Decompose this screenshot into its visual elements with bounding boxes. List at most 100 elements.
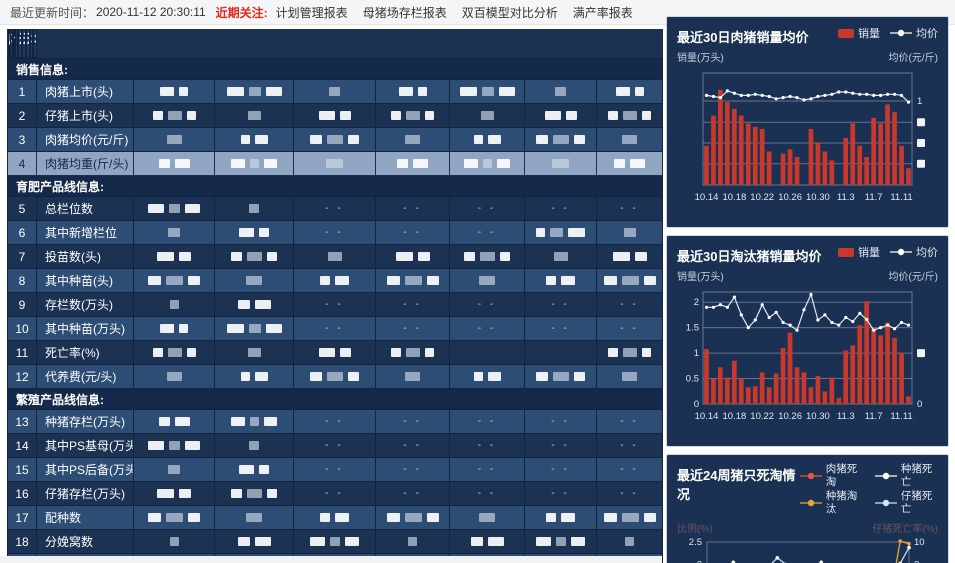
- table-row-4[interactable]: 4 肉猪均重(斤/头): [7, 151, 663, 176]
- table-row-17[interactable]: 17 配种数: [7, 505, 663, 530]
- value-cell: - -: [524, 292, 597, 317]
- value-cell: [214, 151, 294, 176]
- redaction-block: [168, 465, 180, 474]
- redacted-value: [135, 411, 214, 433]
- redacted-value: [216, 459, 293, 481]
- redaction-block: [417, 252, 430, 261]
- empty-value-dashes: - -: [403, 464, 422, 475]
- report-link-3[interactable]: 双百模型对比分析: [461, 5, 558, 20]
- legend-label: 均价: [916, 247, 938, 259]
- redaction-block: [483, 159, 492, 168]
- table-row-11[interactable]: 11 死亡率(%): [7, 340, 663, 365]
- redacted-value: [216, 531, 293, 553]
- table-row-14[interactable]: 14 其中PS基母(万头) - - - - - - - - - -: [7, 433, 663, 458]
- redaction-block: [634, 252, 647, 261]
- redaction-block: [320, 276, 330, 285]
- svg-text:10.18: 10.18: [723, 192, 747, 203]
- value-cell: [214, 127, 294, 152]
- redaction-block: [565, 111, 577, 120]
- redacted-value: [451, 129, 524, 151]
- value-cell: [133, 268, 215, 293]
- report-link-2[interactable]: 母猪场存栏报表: [362, 5, 447, 20]
- empty-value-dashes: - -: [620, 416, 639, 427]
- redaction-block: [157, 252, 174, 261]
- redacted-value: [451, 153, 524, 175]
- horizontal-scrollbar[interactable]: [0, 556, 662, 563]
- value-cell: [293, 79, 376, 104]
- value-cell: [133, 196, 215, 221]
- value-cell: [596, 220, 663, 245]
- empty-value-dashes: - -: [551, 464, 570, 475]
- redaction-block: [226, 324, 244, 333]
- redaction-block: [265, 324, 282, 333]
- legend-item-breeder-cull[interactable]: 种猪淘汰: [799, 490, 863, 516]
- value-cell: [133, 481, 215, 506]
- value-cell: [449, 127, 525, 152]
- redaction-block: [348, 372, 359, 381]
- redaction-block: [186, 111, 196, 120]
- table-row-13[interactable]: 13 种猪存栏(万头) - - - - - - - - - -: [7, 409, 663, 434]
- legend-item-hog-death-cull[interactable]: 肉猪死淘: [799, 463, 863, 489]
- empty-value-dashes: - -: [551, 488, 570, 499]
- redacted-value: [135, 531, 214, 553]
- table-row-18[interactable]: 18 分娩窝数: [7, 529, 663, 554]
- value-cell: - -: [596, 457, 663, 482]
- table-row-2[interactable]: 2 仔猪上市(头): [7, 103, 663, 128]
- redacted-value: [377, 129, 449, 151]
- value-cell: - -: [449, 220, 525, 245]
- redacted-value: [451, 105, 524, 127]
- value-cell: - -: [449, 457, 525, 482]
- legend-item-piglet-death[interactable]: 仔猪死亡: [874, 490, 938, 516]
- value-cell: [133, 505, 215, 530]
- table-row-8[interactable]: 8 其中种苗(头): [7, 268, 663, 293]
- svg-text:11.3: 11.3: [837, 192, 855, 203]
- table-row-9[interactable]: 9 存栏数(万头) - - - - - - - - - -: [7, 292, 663, 317]
- table-row-7[interactable]: 7 投苗数(头): [7, 244, 663, 269]
- value-cell: [449, 103, 525, 128]
- section-header-row: 销售信息:: [7, 58, 663, 80]
- redaction-block: [643, 513, 656, 522]
- report-link-4[interactable]: 满产率报表: [572, 5, 633, 20]
- redacted-value: [135, 129, 214, 151]
- value-cell: [596, 79, 663, 104]
- value-cell: - -: [596, 196, 663, 221]
- table-row-16[interactable]: 16 仔猪存栏(万头) - - - - - - - - - -: [7, 481, 663, 506]
- redaction-block: [152, 348, 163, 357]
- redacted-value: [598, 342, 662, 364]
- legend-item-sales[interactable]: 销量: [838, 25, 880, 41]
- redaction-block: [327, 252, 342, 261]
- row-index: 13: [7, 409, 37, 434]
- table-row-1[interactable]: 1 肉猪上市(头): [7, 79, 663, 104]
- report-link-1[interactable]: 计划管理报表: [275, 5, 348, 20]
- empty-value-dashes: - -: [477, 323, 497, 334]
- table-row-12[interactable]: 12 代养费(元/头): [7, 364, 663, 389]
- legend-item-avg-price[interactable]: 均价: [890, 25, 938, 41]
- value-cell: - -: [524, 409, 597, 434]
- legend-item-breeder-death[interactable]: 种猪死亡: [874, 463, 938, 489]
- redaction-block: [327, 135, 343, 144]
- redacted-value: [377, 507, 449, 529]
- table-row-6[interactable]: 6 其中新增栏位 - - - - - -: [7, 220, 663, 245]
- redaction-block: [148, 513, 161, 522]
- table-row-15[interactable]: 15 其中PS后备(万头) - - - - - - - - - -: [7, 457, 663, 482]
- row-index: 17: [7, 505, 37, 530]
- chart-plot-wrap: 2.510281.56: [677, 536, 938, 563]
- legend-item-avg-price[interactable]: 均价: [890, 244, 938, 260]
- value-cell: [449, 151, 525, 176]
- redaction-block: [622, 135, 637, 144]
- redaction-block: [571, 537, 585, 546]
- axis-labels-row: 比例(%) 仔猪死亡率(%): [677, 520, 938, 535]
- table-row-3[interactable]: 3 肉猪均价(元/斤): [7, 127, 663, 152]
- redaction-block: [574, 135, 585, 144]
- legend-item-sales[interactable]: 销量: [838, 244, 880, 260]
- redaction-block: [623, 111, 637, 120]
- redaction-block: [335, 276, 349, 285]
- value-cell: [375, 103, 450, 128]
- value-cell: - -: [293, 316, 376, 341]
- line-swatch-icon: [874, 471, 897, 481]
- redacted-value: [598, 153, 662, 175]
- redacted-value: [135, 294, 214, 316]
- table-row-5[interactable]: 5 总栏位数 - - - - - - - - - -: [7, 196, 663, 221]
- table-row-10[interactable]: 10 其中种苗(万头) - - - - - - - - - -: [7, 316, 663, 341]
- redaction-block: [186, 348, 196, 357]
